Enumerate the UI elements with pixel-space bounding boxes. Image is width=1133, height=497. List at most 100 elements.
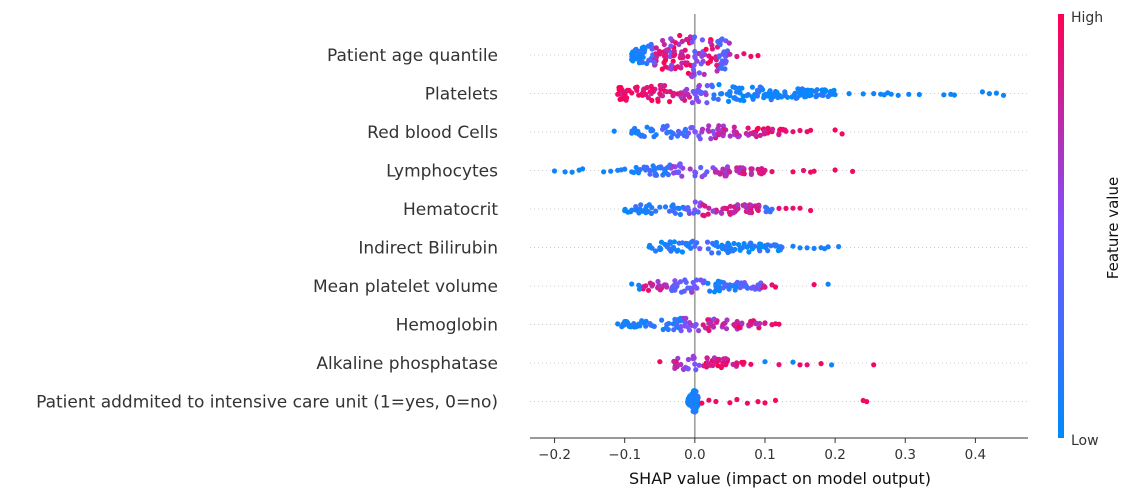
- shap-point: [629, 169, 635, 175]
- shap-point: [696, 133, 702, 139]
- shap-point: [650, 88, 656, 95]
- x-axis-ticks: −0.2 −0.1 0.0 0.1 0.2 0.3 0.4: [538, 438, 986, 463]
- shap-point: [580, 166, 586, 172]
- shap-point: [688, 239, 695, 245]
- shap-point: [797, 205, 803, 211]
- shap-point: [685, 324, 691, 330]
- shap-point: [832, 127, 838, 133]
- shap-point: [671, 205, 677, 211]
- shap-point: [658, 239, 665, 245]
- x-tick-label: 0.3: [895, 447, 916, 463]
- shap-point: [797, 92, 803, 98]
- shap-point: [650, 323, 656, 329]
- shap-point: [846, 91, 852, 97]
- shap-point: [671, 90, 677, 96]
- shap-point: [718, 279, 724, 285]
- shap-point: [692, 129, 698, 135]
- shap-point: [653, 45, 659, 51]
- feature-label: Hemoglobin: [396, 316, 498, 336]
- shap-point: [659, 126, 666, 132]
- shap-point: [736, 85, 742, 91]
- x-tick-label: −0.2: [538, 447, 571, 463]
- shap-point: [689, 39, 695, 45]
- shap-point: [797, 362, 803, 368]
- shap-point: [720, 166, 726, 172]
- shap-point: [683, 279, 689, 285]
- shap-point: [662, 204, 669, 210]
- shap-point: [776, 362, 782, 368]
- shap-point: [813, 94, 819, 100]
- shap-point: [622, 321, 628, 327]
- shap-point: [664, 130, 670, 136]
- shap-point: [746, 249, 752, 255]
- shap-point: [629, 323, 635, 329]
- shap-point: [676, 240, 682, 246]
- feature-label: Red blood Cells: [367, 123, 498, 143]
- row-guides: [530, 54, 1028, 402]
- shap-point: [670, 321, 676, 327]
- shap-point: [664, 123, 670, 129]
- shap-point: [697, 246, 703, 252]
- shap-point: [690, 67, 697, 73]
- shap-point: [764, 205, 770, 211]
- shap-point: [714, 68, 720, 74]
- shap-point: [662, 169, 668, 175]
- shap-point: [696, 362, 702, 368]
- shap-point: [657, 245, 663, 251]
- shap-point: [811, 245, 817, 251]
- shap-point: [646, 244, 652, 250]
- shap-point: [754, 93, 761, 99]
- x-axis-title: SHAP value (impact on model output): [629, 469, 931, 488]
- shap-point: [657, 204, 663, 210]
- shap-point: [678, 323, 684, 330]
- shap-point: [675, 169, 681, 176]
- shap-point: [737, 97, 743, 103]
- shap-point: [783, 205, 789, 211]
- shap-point: [663, 47, 670, 53]
- shap-point: [705, 246, 711, 252]
- shap-point: [723, 356, 729, 362]
- shap-point: [723, 326, 730, 332]
- shap-point: [629, 130, 635, 136]
- shap-point: [684, 36, 690, 43]
- shap-point: [793, 95, 799, 101]
- shap-point: [691, 62, 697, 68]
- shap-point: [649, 97, 655, 103]
- shap-point: [979, 89, 986, 95]
- shap-point: [726, 40, 732, 46]
- shap-point: [772, 284, 779, 290]
- shap-point: [871, 91, 877, 97]
- shap-point: [615, 91, 621, 97]
- shap-point: [653, 166, 659, 172]
- shap-point: [690, 388, 697, 394]
- shap-point: [647, 171, 653, 177]
- shap-point: [668, 66, 674, 72]
- shap-point: [671, 246, 677, 252]
- shap-point: [986, 91, 993, 97]
- shap-point: [705, 211, 711, 217]
- shap-point: [727, 51, 733, 57]
- shap-point: [696, 328, 702, 334]
- shap-point: [762, 243, 768, 249]
- shap-point: [689, 124, 695, 131]
- shap-point: [648, 41, 654, 48]
- shap-point: [715, 363, 721, 369]
- shap-point: [720, 360, 726, 366]
- shap-point: [649, 46, 655, 52]
- feature-labels: Patient age quantile Platelets Red blood C…: [36, 46, 498, 413]
- shap-point: [692, 173, 698, 179]
- shap-point: [748, 243, 754, 249]
- feature-label: Alkaline phosphatase: [316, 354, 498, 374]
- shap-point: [706, 53, 712, 59]
- shap-point: [724, 317, 730, 323]
- shap-point: [551, 168, 558, 174]
- shap-point: [692, 90, 698, 97]
- shap-point: [718, 37, 724, 43]
- feature-label: Lymphocytes: [386, 162, 498, 182]
- shap-point: [692, 399, 698, 405]
- shap-point: [790, 205, 796, 211]
- shap-point: [790, 169, 796, 175]
- shap-point: [727, 244, 733, 250]
- shap-point: [762, 320, 768, 326]
- shap-point: [636, 321, 642, 327]
